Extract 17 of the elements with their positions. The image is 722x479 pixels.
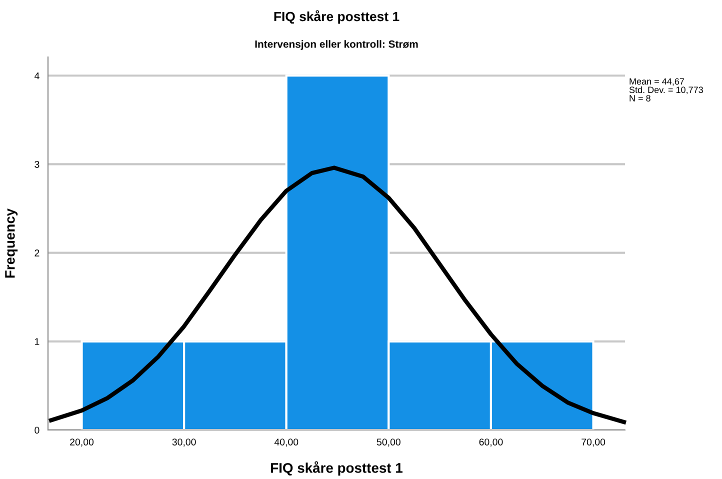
x-tick-label: 60,00 [479, 438, 503, 447]
chart-title: FIQ skåre posttest 1 [274, 10, 400, 24]
x-tick-label: 70,00 [582, 438, 606, 447]
x-axis-title: FIQ skåre posttest 1 [271, 461, 402, 476]
y-tick-label: 1 [35, 338, 40, 345]
chart-subtitle: Intervensjon eller kontroll: Strøm [255, 40, 418, 50]
text: Mean = 44,67 Std. Dev. = 10,773 N = 8 [629, 78, 703, 102]
y-tick-label: 0 [34, 426, 40, 434]
y-tick-label: 4 [34, 72, 40, 80]
y-tick-label: 2 [34, 250, 40, 256]
x-tick-label: 40,00 [274, 438, 298, 447]
line-series [48, 166, 626, 424]
x-tick-label: 20,00 [70, 438, 94, 447]
y-tick-label: 3 [34, 160, 40, 168]
y-axis-title: Frequency [5, 208, 18, 278]
x-tick-label: 30,00 [172, 438, 196, 447]
x-tick-label: 50,00 [376, 438, 400, 447]
